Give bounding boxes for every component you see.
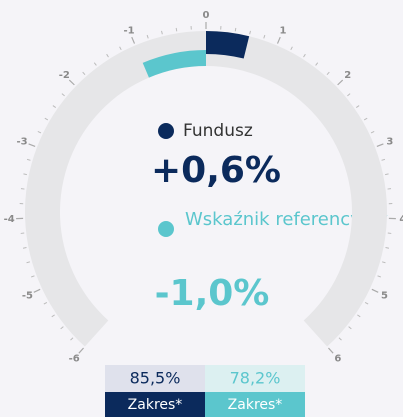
- tick-label: 3: [386, 136, 393, 147]
- minor-tick: [303, 53, 306, 58]
- minor-tick: [37, 130, 42, 134]
- minor-tick: [348, 326, 352, 330]
- legend-label: Wskaźnik referencyjny: [185, 209, 388, 230]
- range-title: Zakres*: [128, 397, 183, 413]
- tick-label: 1: [279, 26, 286, 37]
- minor-tick: [347, 93, 351, 97]
- tick-mark: [371, 288, 379, 293]
- minor-tick: [370, 130, 375, 134]
- minor-tick: [26, 261, 31, 264]
- tick-mark: [276, 36, 281, 44]
- minor-tick: [357, 314, 361, 318]
- range-box: [205, 365, 305, 392]
- legend-label: Fundusz: [183, 121, 253, 141]
- range-title: Zakres*: [228, 397, 283, 413]
- minor-tick: [249, 30, 251, 35]
- minor-tick: [93, 62, 97, 66]
- minor-tick: [326, 71, 330, 76]
- tick-mark: [131, 36, 136, 44]
- minor-tick: [363, 117, 368, 121]
- minor-tick: [51, 314, 55, 318]
- minor-tick: [70, 337, 74, 341]
- minor-tick: [22, 247, 27, 249]
- minor-tick: [146, 34, 149, 39]
- tick-mark: [328, 347, 334, 354]
- minor-tick: [161, 30, 163, 35]
- minor-tick: [44, 117, 49, 121]
- tick-mark: [33, 288, 41, 293]
- legend-dot: [158, 123, 174, 139]
- tick-label: 0: [203, 10, 210, 21]
- tick-label: 6: [334, 353, 341, 364]
- tick-label: -5: [22, 290, 33, 301]
- gauge-track: [25, 31, 388, 347]
- tick-mark: [28, 143, 36, 147]
- minor-tick: [377, 275, 381, 278]
- tick-mark: [68, 79, 75, 86]
- minor-tick: [234, 27, 237, 32]
- minor-tick: [385, 173, 389, 176]
- minor-tick: [82, 71, 86, 76]
- minor-tick: [385, 247, 390, 249]
- range-value: 85,5%: [130, 369, 181, 388]
- tick-label: 4: [399, 214, 403, 225]
- range-title-box: [205, 392, 305, 417]
- minor-tick: [119, 46, 122, 51]
- value-label: +0,6%: [151, 150, 281, 191]
- minor-tick: [338, 337, 342, 341]
- tick-label: -3: [17, 136, 28, 147]
- range-title-box: [105, 392, 205, 417]
- minor-tick: [381, 158, 386, 161]
- tick-label: -6: [69, 353, 80, 364]
- minor-tick: [381, 261, 386, 264]
- tick-label: 5: [381, 290, 388, 301]
- minor-tick: [106, 53, 109, 58]
- minor-tick: [31, 275, 35, 278]
- tick-mark: [337, 79, 344, 86]
- legend-dot: [158, 221, 174, 237]
- tick-label: -2: [59, 70, 70, 81]
- tick-mark: [376, 143, 384, 147]
- minor-tick: [60, 326, 64, 330]
- minor-tick: [355, 105, 360, 108]
- tick-mark: [78, 347, 84, 354]
- range-box: [105, 365, 205, 392]
- minor-tick: [43, 301, 48, 305]
- tick-label: -4: [4, 214, 15, 225]
- minor-tick: [364, 301, 369, 305]
- minor-tick: [61, 93, 65, 97]
- minor-tick: [315, 62, 319, 66]
- tick-label: -1: [123, 26, 134, 37]
- tick-label: 2: [344, 70, 351, 81]
- value-label: -1,0%: [155, 273, 270, 314]
- gauge-bar: [206, 31, 250, 59]
- minor-tick: [175, 27, 178, 32]
- minor-tick: [23, 173, 27, 176]
- minor-tick: [26, 158, 31, 161]
- minor-tick: [290, 46, 293, 51]
- minor-tick: [263, 34, 266, 39]
- minor-tick: [52, 105, 57, 108]
- range-value: 78,2%: [230, 369, 281, 388]
- gauge-bar: [142, 50, 206, 78]
